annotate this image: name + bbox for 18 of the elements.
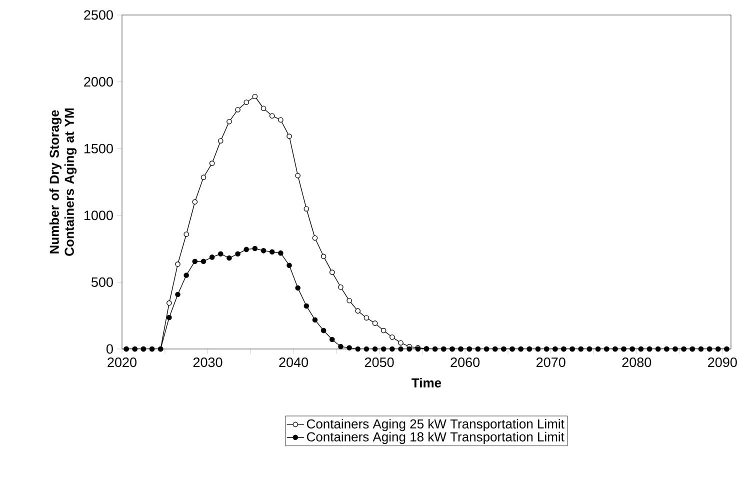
x-tick-label: 2060: [450, 358, 480, 368]
y-tick-label: 0: [106, 344, 113, 354]
x-tick-label: 2040: [279, 358, 308, 368]
legend-label: Containers Aging 25 kW Transportation Limit: [306, 418, 564, 432]
x-tick-label: 2020: [108, 358, 136, 368]
x-tick-label: 2050: [364, 358, 394, 368]
x-tick-label: 2070: [536, 358, 566, 368]
y-tick-label: 1500: [84, 144, 113, 154]
legend-label: Containers Aging 18 kW Transportation Limit: [306, 432, 564, 444]
y-tick-label: 1000: [84, 210, 113, 220]
x-tick-label: 2030: [193, 358, 222, 368]
y-tick-label: 2500: [84, 10, 113, 20]
y-tick-label: 2000: [84, 77, 113, 87]
x-tick-label: 2090: [708, 358, 737, 368]
x-axis-title: Time: [412, 378, 442, 388]
y-tick-label: 500: [91, 277, 113, 287]
x-tick-label: 2080: [622, 358, 652, 368]
y-axis-title: Number of Dry Storage Containers Aging at YM: [49, 108, 77, 256]
